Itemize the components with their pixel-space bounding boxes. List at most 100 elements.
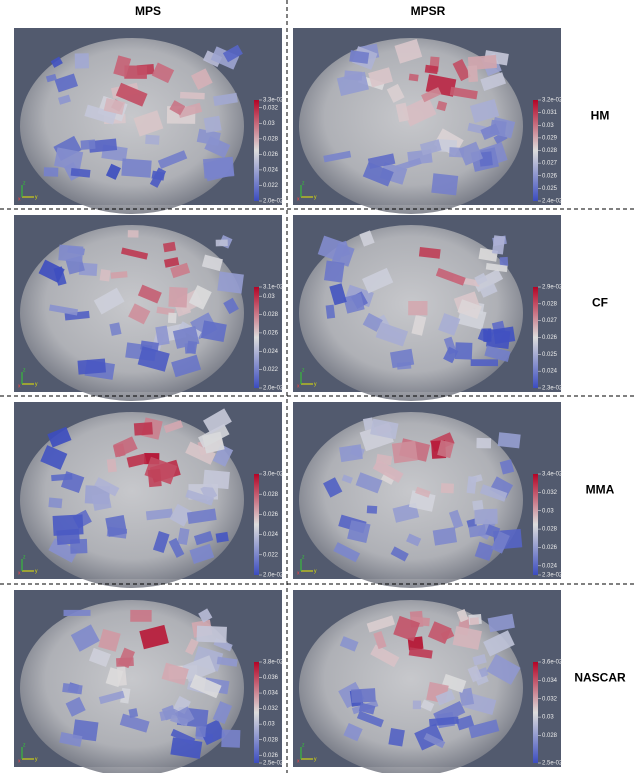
patch	[58, 244, 84, 263]
colorbar-label: 0.03	[263, 121, 275, 127]
patch	[193, 530, 214, 546]
patch	[40, 445, 68, 470]
patches	[317, 230, 516, 370]
patch	[356, 710, 384, 728]
colorbar-label: 0.024	[263, 349, 279, 355]
patch	[202, 431, 225, 454]
colorbar-label: 0.034	[263, 691, 279, 697]
patch	[177, 527, 190, 546]
patch	[217, 271, 244, 294]
patch	[491, 531, 510, 554]
patch	[468, 524, 487, 538]
triad-label: z	[302, 742, 305, 748]
panel: 2.9e-02 0.028 0.027 0.026 0.025 0.024 2.3e-02 x…	[293, 215, 563, 401]
patch	[401, 96, 437, 127]
patch	[124, 65, 147, 79]
patch	[458, 141, 484, 166]
patch	[185, 441, 216, 465]
patch	[169, 503, 193, 527]
patch	[98, 690, 125, 705]
patch	[94, 477, 120, 497]
colorbar-label: 3.8e-02	[263, 660, 284, 666]
patch	[423, 732, 446, 749]
colorbar-label: 0.026	[542, 335, 558, 341]
patch	[325, 304, 336, 319]
triad-label: y	[314, 568, 317, 574]
patch	[329, 283, 347, 306]
patch	[479, 484, 508, 502]
patch	[485, 262, 508, 273]
patch	[479, 283, 498, 298]
patch	[70, 167, 91, 178]
patch	[437, 439, 454, 459]
patch	[38, 259, 65, 283]
triad-label: z	[23, 367, 26, 373]
patch	[408, 647, 433, 659]
colorbar-label: 0.028	[263, 312, 279, 318]
patch	[436, 100, 448, 112]
colorbar-label: 0.032	[542, 490, 558, 496]
patch	[47, 426, 72, 448]
row-label: HM	[591, 109, 610, 123]
patch	[139, 624, 169, 650]
patch	[484, 345, 511, 362]
panel: 3.2e-02 0.031 0.03 0.029 0.028 0.027 0.026 0.02…	[293, 28, 563, 214]
patch	[478, 151, 493, 167]
patch	[480, 72, 507, 91]
patch	[202, 469, 230, 490]
patch	[431, 173, 459, 196]
patch	[103, 97, 126, 115]
colorbar-label: 2.0e-02	[263, 386, 284, 392]
patch	[486, 654, 521, 685]
colorbar-label: 3.2e-02	[542, 98, 563, 104]
patch	[203, 115, 222, 133]
patch	[191, 68, 213, 90]
triad-label: x	[18, 758, 21, 764]
colorbar-label: 0.022	[263, 367, 279, 373]
patch	[467, 665, 483, 683]
patch	[339, 636, 359, 652]
patch	[180, 91, 205, 100]
patch	[167, 312, 177, 324]
colorbar	[254, 474, 259, 575]
triad-label: y	[35, 568, 38, 574]
panel: 3.4e-02 0.032 0.03 0.028 0.026 0.024 2.3e-02 x y…	[293, 402, 563, 588]
patch	[393, 615, 420, 642]
patch	[373, 631, 387, 650]
patch	[362, 312, 383, 332]
patch	[359, 230, 375, 247]
colorbar-label: 2.3e-02	[542, 573, 563, 579]
patch	[388, 728, 405, 747]
colorbar-label: 0.028	[542, 733, 558, 739]
colorbar	[254, 662, 259, 763]
colorbar-label: 0.024	[263, 168, 279, 174]
patch	[370, 644, 400, 668]
patch	[213, 92, 238, 106]
patch	[362, 417, 375, 431]
patch	[391, 440, 418, 464]
patch	[133, 422, 153, 436]
colorbar-label: 3.6e-02	[542, 660, 563, 666]
patches	[323, 39, 516, 196]
patch	[323, 477, 343, 498]
patch	[120, 247, 149, 260]
colorbar-label: 2.9e-02	[542, 285, 563, 291]
patch	[424, 64, 439, 75]
patch	[372, 459, 404, 483]
patch	[487, 613, 515, 633]
patch	[349, 50, 370, 64]
patch	[468, 719, 500, 739]
patches	[323, 417, 523, 563]
patch	[458, 687, 475, 707]
patch	[162, 241, 177, 253]
triad-label: z	[302, 554, 305, 560]
patch	[48, 538, 79, 563]
patch	[84, 104, 117, 125]
colorbar-label: 0.022	[263, 552, 279, 558]
patch	[343, 723, 363, 742]
patch	[222, 44, 243, 63]
colorbar-label: 0.029	[542, 135, 558, 141]
patch	[174, 706, 195, 726]
patch	[121, 158, 152, 178]
patch	[472, 654, 487, 666]
